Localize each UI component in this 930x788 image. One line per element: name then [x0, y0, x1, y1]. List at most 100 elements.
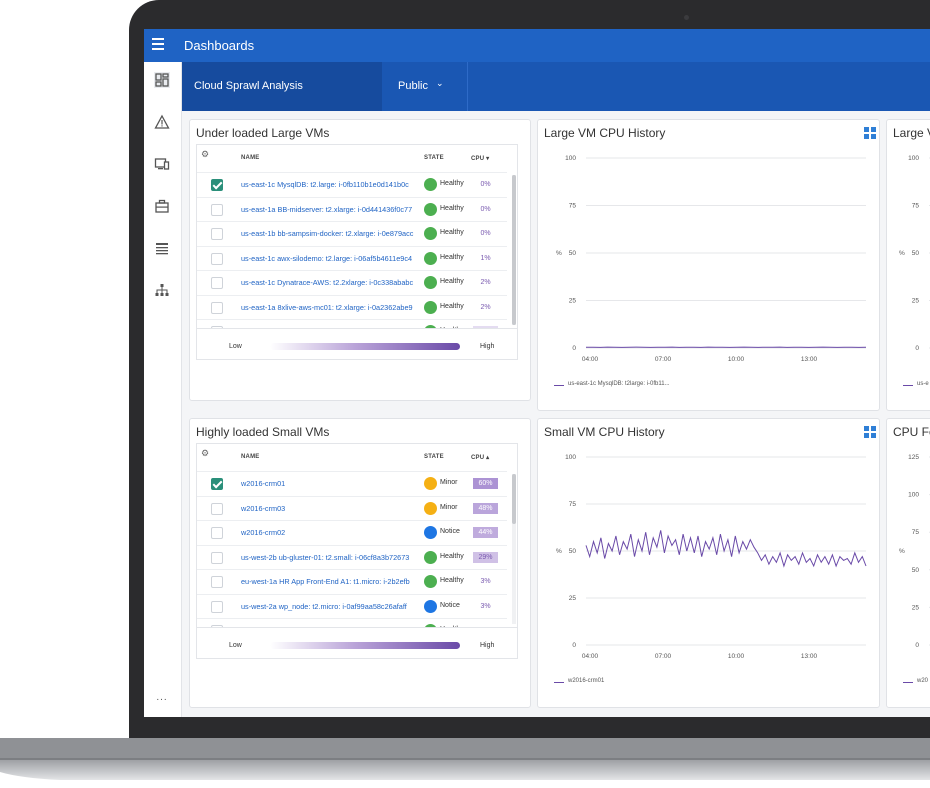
y-tick-label: 25 — [912, 298, 920, 305]
vm-name-link[interactable]: us-east-1c Dynatrace-AWS: t2.2xlarge: i-… — [241, 278, 414, 287]
vm-name-link[interactable]: us-east-1b bb-sampsim-docker: t2.xlarge:… — [241, 229, 414, 238]
vm-name-link[interactable]: us-east-1a BB-midserver: t2.xlarge: i-0d… — [241, 204, 413, 214]
scrollbar[interactable] — [512, 474, 516, 624]
table-row[interactable]: us-east-1c awx-silodemo: t2.large: i-06a… — [197, 245, 507, 270]
grid-view-icon[interactable] — [864, 127, 876, 139]
status-notice-icon — [424, 599, 437, 613]
table-row[interactable]: w2016-crm01 Minor 60% — [197, 471, 507, 495]
row-checkbox[interactable] — [211, 502, 223, 515]
row-checkbox[interactable] — [211, 252, 223, 265]
vm-name-link[interactable]: w2016-crm03 — [241, 503, 286, 513]
cpu-value-badge: 0% — [480, 205, 491, 213]
briefcase-icon[interactable] — [154, 198, 170, 214]
table-row[interactable]: us-east-1a 8xlive-aws-mc01: t2.xlarge: i… — [197, 294, 507, 319]
topology-icon[interactable] — [154, 282, 170, 298]
hamburger-menu-icon[interactable] — [152, 38, 164, 50]
dashboard-icon[interactable] — [154, 72, 170, 88]
chart-title: CPU Fo — [893, 425, 930, 439]
row-checkbox[interactable] — [211, 277, 223, 289]
table-row[interactable]: eu-west-1a HR App Front-End A1: t1.micro… — [197, 569, 507, 593]
state-label: Healthy — [440, 577, 464, 584]
table-row[interactable]: w2016-crm03 Minor 48% — [197, 495, 507, 520]
vm-name-link[interactable]: us-east-1c MysqlDB: t2.large: i-0fb110b1… — [241, 180, 409, 189]
x-tick-label: 07:00 — [655, 356, 672, 363]
y-tick-label: 0 — [572, 642, 576, 649]
visibility-label: Public — [398, 80, 428, 92]
row-checkbox[interactable] — [211, 478, 223, 490]
y-tick-label: 75 — [912, 529, 920, 536]
cpu-value-badge: 48% — [473, 502, 498, 514]
y-axis-label: % — [899, 250, 905, 257]
column-header-name[interactable]: NAME — [241, 155, 260, 161]
scrollbar[interactable] — [512, 175, 516, 325]
column-header-name[interactable]: NAME — [241, 454, 260, 460]
devices-icon[interactable] — [154, 156, 170, 172]
table-row[interactable]: us-east-1c Dynatrace-AWS: t2.2xlarge: i-… — [197, 270, 507, 294]
visibility-dropdown[interactable]: Public ⌄ — [398, 62, 444, 111]
status-healthy-icon — [424, 227, 437, 240]
table-row[interactable]: us-east-1a BB-midserver: t2.xlarge: i-0d… — [197, 196, 507, 221]
legend-entry[interactable]: w20 — [917, 678, 929, 684]
chart-svg: 100 75 50 25 0% 04:00 07:00 10:00 13:00 — [556, 454, 867, 660]
dashboard-name[interactable]: Cloud Sprawl Analysis — [182, 62, 382, 111]
column-header-cpu[interactable]: CPU ▾ — [471, 156, 490, 162]
table-row[interactable]: us-west-2b ub-gluster-01: t2.small: i-06… — [197, 544, 507, 569]
large-vm-table-panel: Under loaded Large VMs ⚙ NAME STATE CPU … — [189, 119, 531, 401]
grid-view-icon[interactable] — [864, 426, 876, 438]
legend-entry[interactable]: w2016-crm01 — [568, 678, 605, 684]
status-healthy-icon — [424, 202, 437, 216]
row-checkbox[interactable] — [211, 576, 223, 588]
row-checkbox[interactable] — [211, 228, 223, 240]
table-row[interactable]: us-east-1c MysqlDB: t2.large: i-0fb110b1… — [197, 172, 507, 196]
row-checkbox[interactable] — [211, 551, 223, 564]
gear-icon[interactable]: ⚙ — [201, 149, 210, 159]
large-vm-table: ⚙ NAME STATE CPU ▾ us-east-1c MysqlDB: t… — [196, 144, 518, 360]
state-label: Healthy — [440, 278, 464, 285]
chart-svg: 100 75 50 25 0% 04:00 07:00 10:00 13:00 — [556, 155, 867, 363]
table-row[interactable]: w2016-crm02 Notice 44% — [197, 520, 507, 544]
large-vm-partial-chart-panel: Large V 100 75 50 25 0% us-e — [886, 119, 930, 411]
row-checkbox[interactable] — [211, 179, 223, 191]
vm-name-link[interactable]: us-east-1a 8xlive-aws-mc01: t2.xlarge: i… — [241, 302, 413, 312]
legend-swatch — [554, 385, 564, 386]
y-tick-label: 50 — [569, 250, 577, 257]
vm-name-link[interactable]: w2016-crm01 — [241, 479, 286, 488]
legend-entry[interactable]: us-east-1c MysqlDB: t2large: i-0fb11... — [568, 381, 670, 387]
vm-name-link[interactable]: us-west-2b ub-gluster-01: t2.small: i-06… — [241, 552, 410, 562]
more-icon[interactable]: ... — [156, 692, 168, 703]
status-healthy-icon — [424, 178, 437, 191]
vm-name-link[interactable]: us-east-1c awx-silodemo: t2.large: i-06a… — [241, 253, 413, 263]
cpu-value-badge: 2% — [480, 279, 491, 286]
vm-name-link[interactable]: w2016-crm02 — [241, 528, 286, 537]
row-checkbox[interactable] — [211, 527, 223, 539]
row-checkbox[interactable] — [211, 600, 223, 613]
y-axis-label: % — [899, 548, 905, 555]
scrollbar-thumb[interactable] — [512, 175, 516, 325]
x-tick-label: 04:00 — [582, 653, 599, 660]
scrollbar-thumb[interactable] — [512, 474, 516, 524]
alert-icon[interactable] — [154, 114, 170, 130]
column-header-cpu[interactable]: CPU ▴ — [471, 455, 490, 461]
table-row[interactable]: us-east-1b bb-sampsim-docker: t2.xlarge:… — [197, 221, 507, 245]
status-healthy-icon — [424, 550, 437, 564]
vm-name-link[interactable]: eu-west-1a HR App Front-End A1: t1.micro… — [241, 577, 410, 586]
table-icon[interactable] — [154, 240, 170, 256]
legend-entry[interactable]: us-e — [917, 381, 929, 387]
gear-icon[interactable]: ⚙ — [201, 448, 210, 458]
column-header-state[interactable]: STATE — [424, 155, 444, 161]
vm-name-link[interactable]: us-west-2a wp_node: t2.micro: i-0af99aa5… — [241, 601, 407, 611]
y-tick-label: 25 — [912, 604, 920, 611]
x-tick-label: 13:00 — [801, 356, 818, 363]
color-legend: Low High — [197, 627, 517, 658]
state-label: Healthy — [440, 180, 464, 187]
row-checkbox[interactable] — [211, 203, 223, 216]
y-tick-label: 75 — [569, 501, 577, 508]
row-checkbox[interactable] — [211, 301, 223, 314]
legend-gradient — [270, 642, 460, 649]
legend-low-label: Low — [229, 642, 242, 649]
legend-high-label: High — [480, 642, 495, 649]
column-header-state[interactable]: STATE — [424, 454, 444, 460]
state-label: Healthy — [440, 253, 464, 261]
table-row[interactable]: us-west-2a wp_node: t2.micro: i-0af99aa5… — [197, 593, 507, 618]
